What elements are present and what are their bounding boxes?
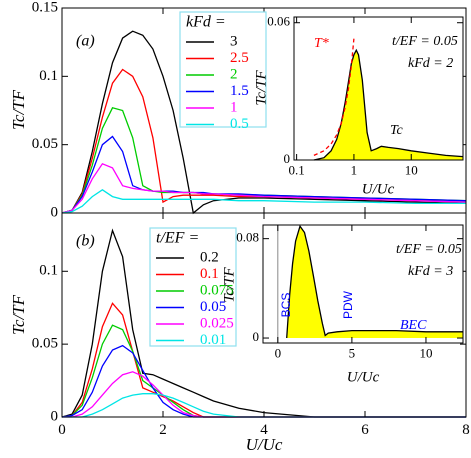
series-line — [61, 162, 467, 214]
legend-title: t/EF = — [156, 230, 199, 247]
legend-label: 3 — [230, 33, 238, 49]
legend-label: 0.01 — [200, 332, 226, 348]
series-line — [61, 344, 466, 418]
x-tick-label: 8 — [462, 422, 470, 438]
series-line — [61, 228, 466, 418]
y-tick-label: 0.15 — [32, 0, 58, 15]
series-line — [62, 371, 466, 418]
annotation: Tc — [390, 123, 404, 138]
y-tick-label: 0.1 — [39, 263, 58, 279]
annotation: t/EF = 0.05 — [396, 242, 462, 257]
series-line — [286, 224, 463, 339]
y-tick-label: 0 — [284, 151, 291, 166]
y-tick-label: 0.1 — [39, 68, 58, 84]
y-tick-label: 0.08 — [236, 230, 259, 245]
area-fill — [286, 226, 463, 339]
x-tick-label: 10 — [405, 163, 418, 178]
series-line — [61, 30, 467, 215]
annotation: (b) — [76, 233, 95, 250]
y-tick-label: 0.06 — [267, 14, 290, 29]
x-tick-label: 1 — [351, 163, 358, 178]
chart-panel: 0 5 10 0 0.08 U/Uc Tc/TF t/EF = 0.05 kFd = 3 BCS P… — [221, 224, 464, 385]
x-tick-label: 6 — [361, 422, 369, 438]
legend: kFd =32.521.510.5 — [179, 11, 267, 132]
legend-label: 2.5 — [230, 50, 249, 66]
legend-label: 2 — [230, 66, 238, 82]
series-line — [313, 48, 464, 161]
x-tick-label: 5 — [349, 346, 356, 361]
x-tick-label: 10 — [419, 346, 432, 361]
y-tick-label: 0 — [51, 408, 59, 424]
inset-background — [294, 17, 463, 160]
series-line — [313, 38, 355, 156]
x-axis-label: U/Uc — [246, 435, 283, 454]
annotation: (a) — [76, 33, 95, 50]
legend-label: 0.075 — [200, 282, 234, 298]
legend-label: 0.025 — [200, 315, 234, 331]
y-axis-label: Tc/TF — [9, 89, 28, 130]
x-tick-label: 0 — [58, 422, 66, 438]
plot-area — [313, 38, 464, 161]
axes-frame — [262, 224, 464, 344]
area-fill — [313, 50, 463, 161]
y-tick-label: 0 — [51, 204, 59, 220]
y-tick-label: 0.05 — [32, 136, 58, 152]
y-axis-label: Tc/TF — [221, 267, 237, 303]
legend-box — [149, 227, 237, 347]
legend-label: 0.5 — [230, 116, 249, 132]
y-tick-label: 0 — [253, 329, 260, 344]
series-line — [61, 135, 467, 214]
plot-area — [61, 30, 467, 215]
x-tick-label: 2 — [159, 422, 167, 438]
annotation: T* — [314, 36, 329, 51]
legend-label: 0.1 — [200, 266, 219, 282]
y-tick-label: 0.05 — [32, 336, 58, 352]
x-axis-label: U/Uc — [347, 369, 380, 385]
annotation: BCS — [279, 293, 293, 318]
annotation: t/EF = 0.05 — [392, 34, 458, 49]
x-tick-label: 0.1 — [288, 163, 304, 178]
legend-label: 0.2 — [200, 249, 219, 265]
x-tick-label: 4 — [260, 422, 268, 438]
annotation: kFd = 3 — [408, 264, 453, 279]
legend-label: 1.5 — [230, 83, 249, 99]
annotation: BEC — [400, 318, 427, 333]
annotation: PDW — [341, 290, 355, 319]
legend-label: 0.05 — [200, 299, 226, 315]
legend-title: kFd = — [186, 14, 226, 31]
plot-area — [277, 224, 463, 343]
y-axis-label: Tc/TF — [253, 70, 269, 106]
x-axis-label: U/Uc — [362, 181, 395, 197]
axes-frame — [293, 16, 464, 161]
annotation: kFd = 2 — [408, 56, 453, 71]
chart-panel: 0.1 1 10 0 0.06 U/Uc Tc/TF T* t/EF = 0.05 kFd = 2… — [253, 14, 464, 197]
series-line — [61, 189, 466, 214]
y-axis-label: Tc/TF — [9, 294, 28, 335]
legend-label: 1 — [230, 99, 238, 115]
x-tick-label: 0 — [275, 346, 282, 361]
